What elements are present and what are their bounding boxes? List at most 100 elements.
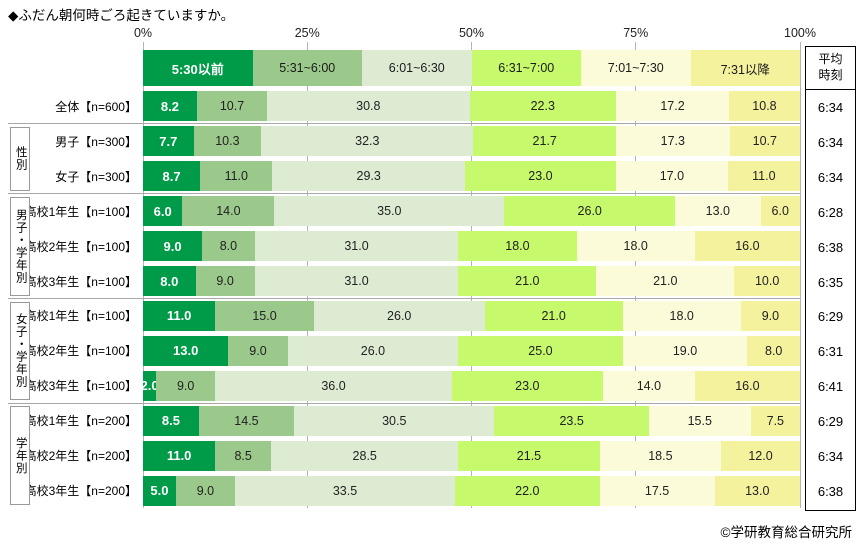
group-separator-line [8,123,800,125]
bar-segment: 11.0 [143,300,216,331]
table-row: 高校3年生【n=100】 8.0 9.0 31.0 21.0 21.0 10.0 [0,264,800,299]
stacked-bar: 6.0 14.0 35.0 26.0 13.0 6.0 [143,196,800,227]
bar-segment: 8.2 [143,91,197,122]
table-row: 高校2年生【n=100】 9.0 8.0 31.0 18.0 18.0 16.0 [0,229,800,264]
bar-segment: 36.0 [215,370,452,401]
bar-segment: 16.0 [694,231,800,262]
stacked-bar: 9.0 8.0 31.0 18.0 18.0 16.0 [143,231,800,262]
bar-segment: 9.0 [228,335,288,366]
row-label: 男子【n=300】 [55,134,137,149]
bar-segment: 25.0 [458,335,623,366]
bar-segment: 15.5 [648,405,751,436]
bar-segment: 8.0 [143,266,196,297]
bar-segment: 22.0 [455,475,600,506]
stacked-bar: 7.7 10.3 32.3 21.7 17.3 10.7 [143,126,800,157]
bar-segment: 8.5 [143,405,199,436]
bar-segment: 18.5 [599,440,722,471]
x-axis-tick-label: 75% [623,26,649,40]
table-row: 高校1年生【n=100】 6.0 14.0 35.0 26.0 13.0 6.0 [0,194,800,229]
average-time-value: 6:28 [817,204,844,220]
bar-segment: 26.0 [287,335,459,366]
table-row: 高校1年生【n=200】 8.5 14.5 30.5 23.5 15.5 7.5 [0,403,800,438]
bar-rows: 全体【n=600】 8.2 10.7 30.8 22.3 17.2 10.8 男子【n=3… [0,89,800,508]
bar-segment: 14.0 [182,196,275,227]
bar-segment: 11.0 [143,440,216,471]
bar-segment: 35.0 [274,196,505,227]
row-label: 高校1年生【n=200】 [24,414,137,429]
bar-segment: 7.5 [750,405,800,436]
row-label: 高校3年生【n=100】 [24,379,137,394]
x-axis-tick-label: 25% [294,26,320,40]
chart-title: ◆ふだん朝何時ごろ起きていますか。 [8,8,235,23]
bar-segment: 33.5 [234,475,456,506]
bar-segment: 23.0 [451,370,603,401]
group-separator-line [8,193,800,195]
table-row: 高校3年生【n=200】 5.0 9.0 33.5 22.0 17.5 13.0 [0,473,800,508]
group-label-box: 女子・学年別 [10,301,30,401]
stacked-bar: 13.0 9.0 26.0 25.0 19.0 8.0 [143,335,800,366]
x-axis-tick-label: 100% [784,26,816,40]
bar-segment: 11.0 [200,161,273,192]
bar-segment: 13.0 [675,196,761,227]
bar-segment: 15.0 [215,300,314,331]
group-label: 性別 [14,146,27,172]
average-time-value: 6:41 [817,379,844,395]
bar-segment: 14.5 [198,405,295,436]
table-row: 男子【n=300】 7.7 10.3 32.3 21.7 17.3 10.7 [0,124,800,159]
bar-segment: 30.8 [267,91,470,122]
bar-segment: 11.0 [727,161,800,192]
bar-segment: 31.0 [254,266,459,297]
bar-segment: 13.0 [143,335,229,366]
bar-segment: 9.0 [175,475,235,506]
group-label: 男子・学年別 [14,208,27,284]
bar-segment: 8.7 [143,161,201,192]
bar-segment: 9.0 [195,266,255,297]
bar-segment: 8.0 [747,335,800,366]
legend: 5:30以前 5:31~6:00 6:01~6:30 6:31~7:00 7:01~7:… [143,50,800,86]
row-label: 高校2年生【n=100】 [24,239,137,254]
bar-segment: 21.0 [458,266,597,297]
bar-segment: 26.0 [504,196,676,227]
bar-segment: 23.0 [464,161,617,192]
row-label: 高校1年生【n=100】 [24,309,137,324]
table-row: 女子【n=300】 8.7 11.0 29.3 23.0 17.0 11.0 [0,159,800,194]
x-axis-tick-label: 50% [458,26,485,40]
bar-segment: 10.0 [734,266,800,297]
stacked-bar: 8.0 9.0 31.0 21.0 21.0 10.0 [143,266,800,297]
group-label-box: 性別 [10,126,30,191]
average-time-value: 6:38 [817,484,844,500]
row-label: 女子【n=300】 [55,169,137,184]
bar-segment: 32.3 [261,126,474,157]
group-label-box: 男子・学年別 [10,196,30,296]
average-time-column: 平均 時刻 6:34 6:34 6:34 6:28 6:38 6:35 6:29 6:31 6:… [805,46,856,511]
bar-segment: 9.0 [143,231,203,262]
legend-item: 5:31~6:00 [252,50,362,86]
bar-segment: 10.7 [196,91,268,122]
bar-segment: 14.0 [602,370,695,401]
row-label: 全体【n=600】 [55,99,137,114]
stacked-bar: 8.5 14.5 30.5 23.5 15.5 7.5 [143,405,800,436]
average-time-value: 6:38 [817,239,844,255]
bar-segment: 7.7 [143,126,194,157]
x-axis-tick-label: 0% [133,26,153,40]
group-label: 学年別 [14,436,27,475]
table-row: 高校2年生【n=100】 13.0 9.0 26.0 25.0 19.0 8.0 [0,333,800,368]
bar-segment: 8.0 [202,231,255,262]
stacked-bar: 8.2 10.7 30.8 22.3 17.2 10.8 [143,91,800,122]
bar-segment: 6.0 [143,196,183,227]
bar-segment: 9.0 [740,300,800,331]
bar-segment: 17.0 [616,161,728,192]
stacked-bar: 8.7 11.0 29.3 23.0 17.0 11.0 [143,161,800,192]
table-row: 高校3年生【n=100】 2.0 9.0 36.0 23.0 14.0 16.0 [0,368,800,403]
gridline [799,42,801,508]
copyright: ©学研教育総合研究所 [720,525,852,540]
row-label: 高校2年生【n=200】 [24,449,137,464]
group-label: 女子・学年別 [14,313,27,389]
legend-item: 7:31以降 [690,50,800,86]
average-time-value: 6:34 [817,169,844,185]
average-time-value: 6:34 [817,134,844,150]
bar-segment: 18.0 [622,300,741,331]
bar-segment: 21.5 [458,440,600,471]
stacked-bar: 5.0 9.0 33.5 22.0 17.5 13.0 [143,475,800,506]
